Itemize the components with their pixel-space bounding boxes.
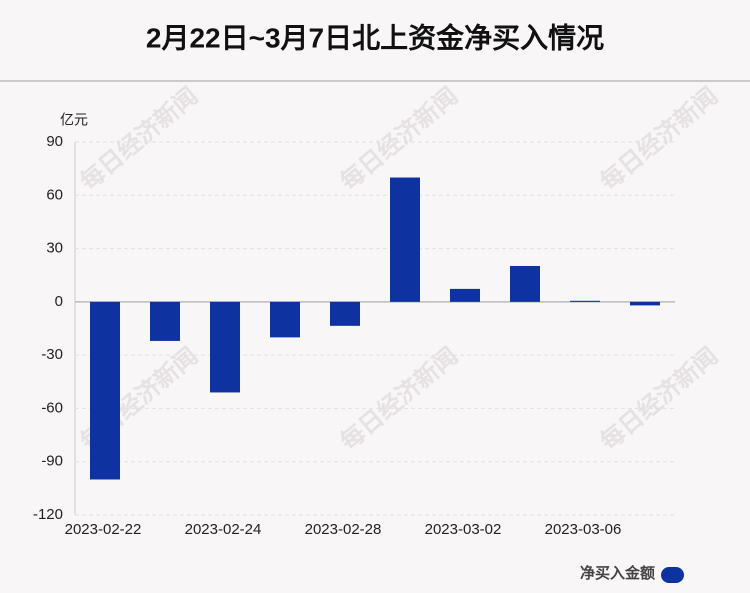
- y-tick-label: 90: [46, 133, 63, 150]
- bar: [630, 301, 660, 306]
- bar: [210, 301, 240, 393]
- x-tick-label: 2023-03-02: [425, 521, 502, 538]
- y-tick-label: 0: [55, 293, 63, 310]
- y-unit: 亿元: [60, 112, 88, 128]
- y-tick-label: -120: [33, 506, 63, 523]
- x-tick-label: 2023-02-28: [305, 521, 382, 538]
- bar: [330, 301, 360, 326]
- legend-label: 净买入金额: [580, 564, 655, 582]
- bar: [150, 301, 180, 341]
- bar: [450, 288, 480, 302]
- bar: [90, 301, 120, 480]
- y-tick-label: -90: [41, 453, 63, 470]
- y-tick-label: -60: [41, 399, 63, 416]
- x-tick-label: 2023-02-22: [65, 521, 142, 538]
- y-tick-label: 60: [46, 186, 63, 203]
- y-tick-label: -30: [41, 346, 63, 363]
- x-tick-label: 2023-02-24: [185, 521, 262, 538]
- chart-title: 2月22日~3月7日北上资金净买入情况: [146, 21, 604, 53]
- bar: [510, 265, 540, 302]
- legend-swatch: [661, 567, 684, 583]
- bar: [570, 300, 600, 302]
- y-tick-label: 30: [46, 240, 63, 257]
- x-tick-label: 2023-03-06: [545, 521, 622, 538]
- bar: [270, 301, 300, 338]
- bar: [390, 177, 420, 302]
